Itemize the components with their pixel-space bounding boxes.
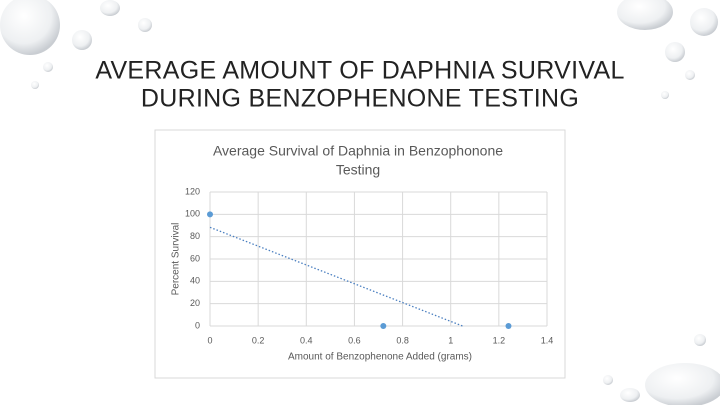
x-tick-label: 0.4 — [300, 335, 313, 345]
chart-title: Testing — [336, 162, 380, 178]
chart-title: Average Survival of Daphnia in Benzophon… — [213, 143, 503, 159]
point — [380, 323, 387, 329]
plot — [207, 211, 512, 329]
y-tick-label: 60 — [190, 253, 200, 263]
x-tick-label: 1.4 — [541, 335, 554, 345]
y-tick-label: 80 — [190, 231, 200, 241]
x-tick-label: 0.2 — [252, 335, 265, 345]
y-axis-label: Percent Survival — [171, 223, 182, 296]
x-tick-label: 1 — [448, 335, 453, 345]
y-tick-label: 100 — [185, 209, 200, 219]
slide-title: DURING BENZOPHENONE TESTING — [141, 85, 579, 113]
x-axis-label: Amount of Benzophenone Added (grams) — [288, 352, 472, 363]
x-tick-label: 0 — [207, 335, 212, 345]
slide-title: AVERAGE AMOUNT OF DAPHNIA SURVIVAL — [95, 57, 624, 85]
x-tick-label: 0.6 — [348, 335, 361, 345]
x-tick-label: 0.8 — [396, 335, 409, 345]
y-tick-label: 40 — [190, 276, 200, 286]
chart-frame — [154, 129, 566, 379]
point — [505, 323, 512, 329]
point — [207, 211, 213, 218]
y-tick-label: 120 — [185, 186, 200, 196]
x-tick-label: 1.2 — [493, 335, 506, 345]
y-tick-label: 20 — [190, 298, 200, 308]
y-tick-label: 0 — [195, 320, 200, 330]
